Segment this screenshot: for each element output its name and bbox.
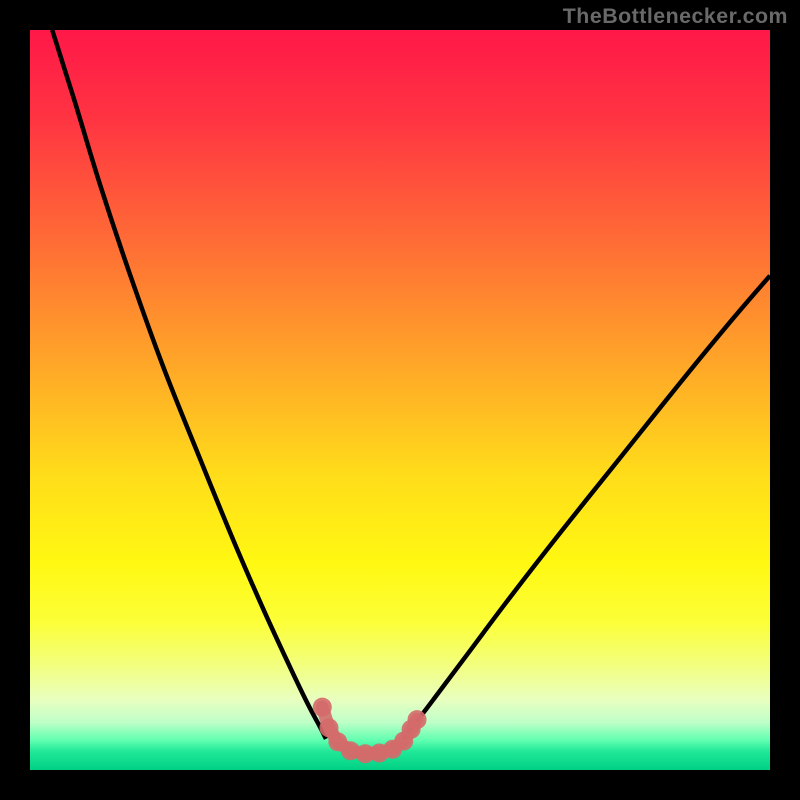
watermark-text: TheBottlenecker.com — [563, 4, 788, 29]
marker-dot — [313, 698, 332, 717]
marker-dot — [408, 710, 427, 729]
chart-svg — [30, 30, 770, 770]
chart-background — [30, 30, 770, 770]
chart-frame: TheBottlenecker.com — [0, 0, 800, 800]
